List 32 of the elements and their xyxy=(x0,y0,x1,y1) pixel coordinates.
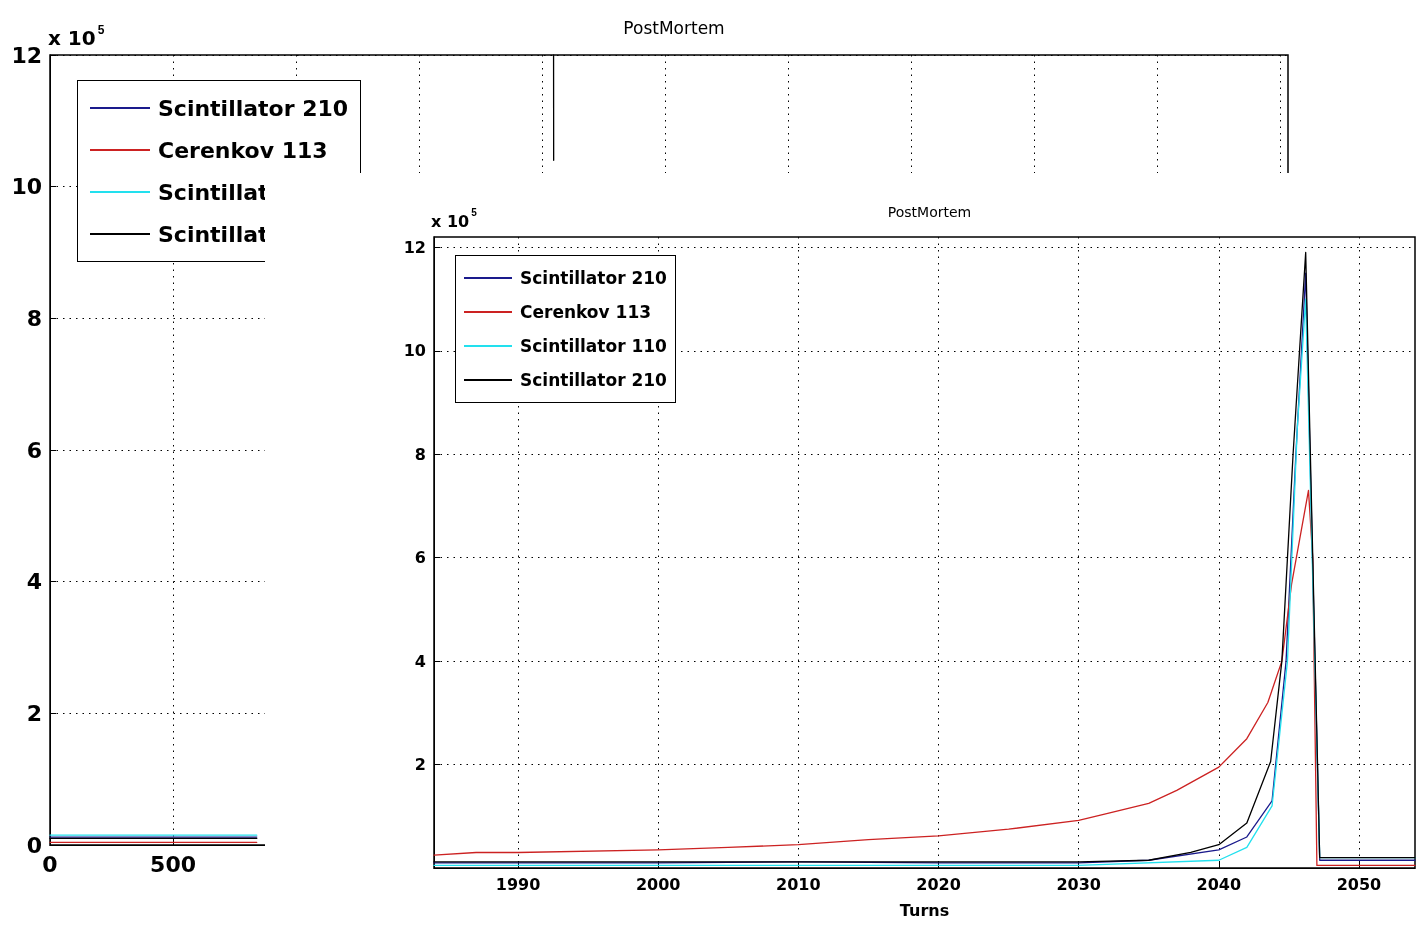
legend-label: Scintillator 110 xyxy=(520,336,667,356)
legend-label: Scintillat xyxy=(158,221,269,247)
y-tick-label: 2 xyxy=(414,755,426,775)
y-tick-label: 6 xyxy=(414,548,426,568)
y-tick-label: 12 xyxy=(11,42,42,68)
x-tick-label: 2010 xyxy=(776,874,821,894)
y-tick-label: 12 xyxy=(403,237,426,257)
y-tick-label: 4 xyxy=(26,569,42,595)
legend-label: Scintillator 210 xyxy=(158,95,349,121)
legend-label: Cerenkov 113 xyxy=(520,302,652,322)
legend-label: Scintillat xyxy=(158,179,269,205)
y-tick-label: 8 xyxy=(414,444,426,464)
y-tick-label: 6 xyxy=(26,437,42,463)
y-tick-label: 2 xyxy=(26,700,42,726)
chart-title: PostMortem xyxy=(623,17,725,38)
x-tick-label: 2050 xyxy=(1336,874,1382,894)
x-tick-label: 2000 xyxy=(635,874,681,894)
y-tick-label: 0 xyxy=(26,832,42,858)
legend-label: Scintillator 210 xyxy=(520,370,667,390)
chart-title: PostMortem xyxy=(887,204,972,220)
x-tick-label: 2020 xyxy=(916,874,961,894)
x-tick-label: 2030 xyxy=(1056,874,1101,894)
legend-label: Cerenkov 113 xyxy=(158,137,328,163)
y-tick-label: 4 xyxy=(414,651,426,671)
legend-label: Scintillator 210 xyxy=(520,268,667,288)
x-tick-label: 500 xyxy=(150,851,197,877)
y-tick-label: 8 xyxy=(26,305,42,331)
x-tick-label: 2040 xyxy=(1196,874,1242,894)
y-tick-label: 10 xyxy=(403,341,426,361)
x-tick-label: 1990 xyxy=(495,874,541,894)
y-tick-label: 10 xyxy=(11,174,42,200)
x-axis-title: Turns xyxy=(899,900,950,920)
